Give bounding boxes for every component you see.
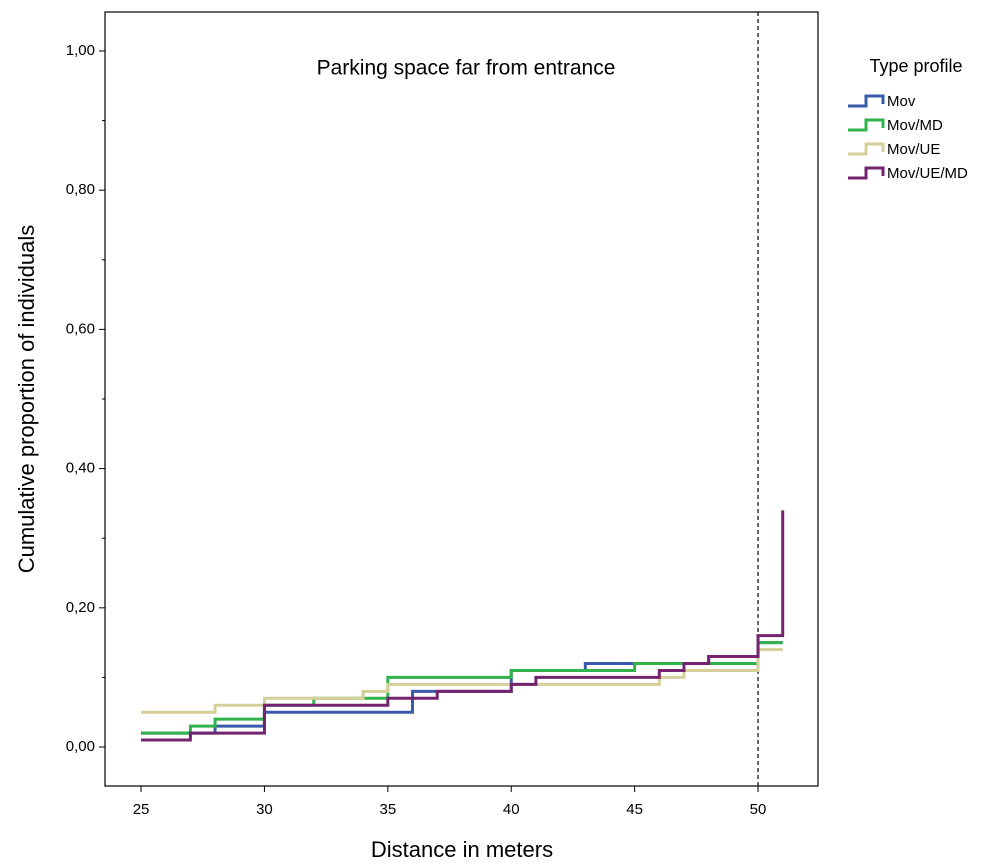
step-line [141, 510, 785, 742]
y-tick-label: 0,80 [66, 181, 95, 198]
legend-swatch [848, 142, 885, 156]
legend-label: Mov [887, 93, 916, 110]
legend-swatch [848, 94, 885, 108]
x-axis-label: Distance in meters [371, 837, 553, 862]
x-tick-label: 50 [750, 801, 767, 818]
chart-title: Parking space far from entrance [317, 57, 616, 80]
y-axis-label: Cumulative proportion of individuals [14, 225, 39, 574]
y-tick-label: 1,00 [66, 42, 95, 59]
legend-title: Type profile [869, 56, 962, 76]
legend-label: Mov/UE [887, 141, 940, 158]
x-tick-label: 45 [626, 801, 643, 818]
step-line [141, 648, 783, 714]
legend-swatch [848, 166, 885, 180]
y-tick-label: 0,20 [66, 599, 95, 616]
legend-label: Mov/UE/MD [887, 165, 968, 182]
x-tick-label: 25 [133, 801, 150, 818]
y-tick-label: 0,40 [66, 460, 95, 477]
y-tick-label: 0,60 [66, 320, 95, 337]
x-tick-label: 35 [379, 801, 396, 818]
x-tick-label: 30 [256, 801, 273, 818]
x-tick-label: 40 [503, 801, 520, 818]
legend-label: Mov/MD [887, 117, 943, 134]
legend-swatch [848, 118, 885, 132]
step-line [141, 641, 783, 735]
y-tick-label: 0,00 [66, 738, 95, 755]
